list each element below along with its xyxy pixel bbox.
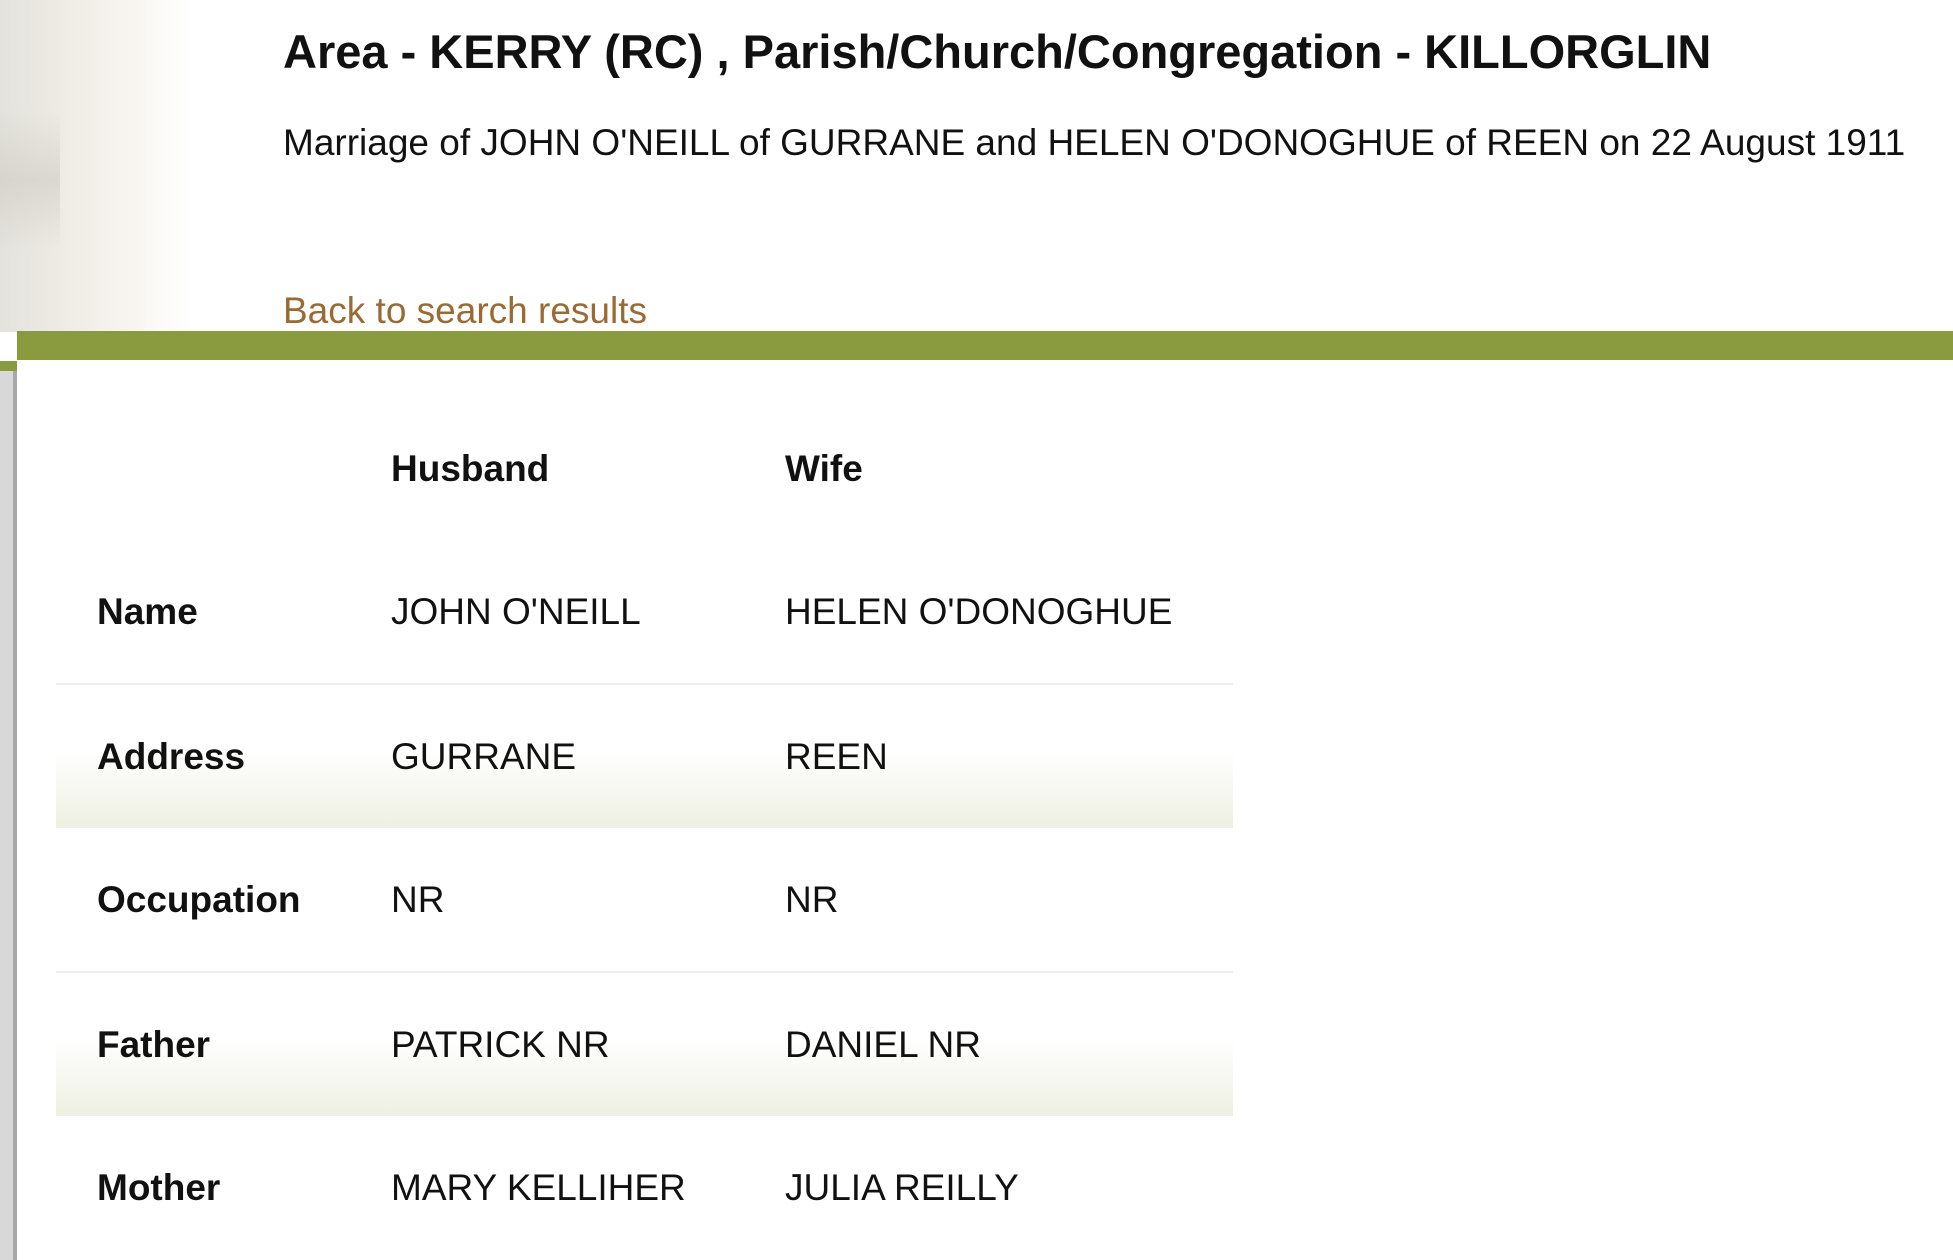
table-row: Address GURRANE REEN xyxy=(56,683,1233,828)
husband-value: JOHN O'NEILL xyxy=(391,590,641,632)
column-header-husband: Husband xyxy=(391,447,550,489)
table-header-row: Husband Wife xyxy=(56,397,1233,540)
table-row: Father PATRICK NR DANIEL NR xyxy=(56,971,1233,1116)
header-background-image xyxy=(0,0,190,332)
wife-value: DANIEL NR xyxy=(785,971,1233,1116)
marriage-record-table: Husband Wife Name JOHN O'NEILL HELEN O'D… xyxy=(56,397,1233,1259)
row-label: Father xyxy=(56,971,391,1116)
wife-value: REEN xyxy=(785,683,1233,828)
wife-value: HELEN O'DONOGHUE xyxy=(785,590,1173,632)
husband-value: NR xyxy=(391,878,445,920)
row-label: Address xyxy=(56,683,391,828)
record-summary: Marriage of JOHN O'NEILL of GURRANE and … xyxy=(283,122,1906,163)
row-label: Occupation xyxy=(97,878,301,920)
wife-value: JULIA REILLY xyxy=(785,1166,1019,1208)
divider-bar-left xyxy=(0,361,17,371)
husband-value: MARY KELLIHER xyxy=(391,1166,686,1208)
table-row: Occupation NR NR xyxy=(56,828,1233,972)
wife-value: NR xyxy=(785,878,839,920)
husband-value: GURRANE xyxy=(391,683,785,828)
table-row: Name JOHN O'NEILL HELEN O'DONOGHUE xyxy=(56,540,1233,684)
back-to-search-results-link[interactable]: Back to search results xyxy=(283,290,647,331)
page-title: Area - KERRY (RC) , Parish/Church/Congre… xyxy=(283,25,1712,78)
header-divider-bar xyxy=(17,331,1953,360)
row-label: Mother xyxy=(97,1166,221,1208)
husband-value: PATRICK NR xyxy=(391,971,785,1116)
column-header-wife: Wife xyxy=(785,447,863,489)
left-border xyxy=(0,371,17,1260)
column-header-label xyxy=(56,397,391,540)
table-row: Mother MARY KELLIHER JULIA REILLY xyxy=(56,1116,1233,1259)
row-label: Name xyxy=(97,590,198,632)
